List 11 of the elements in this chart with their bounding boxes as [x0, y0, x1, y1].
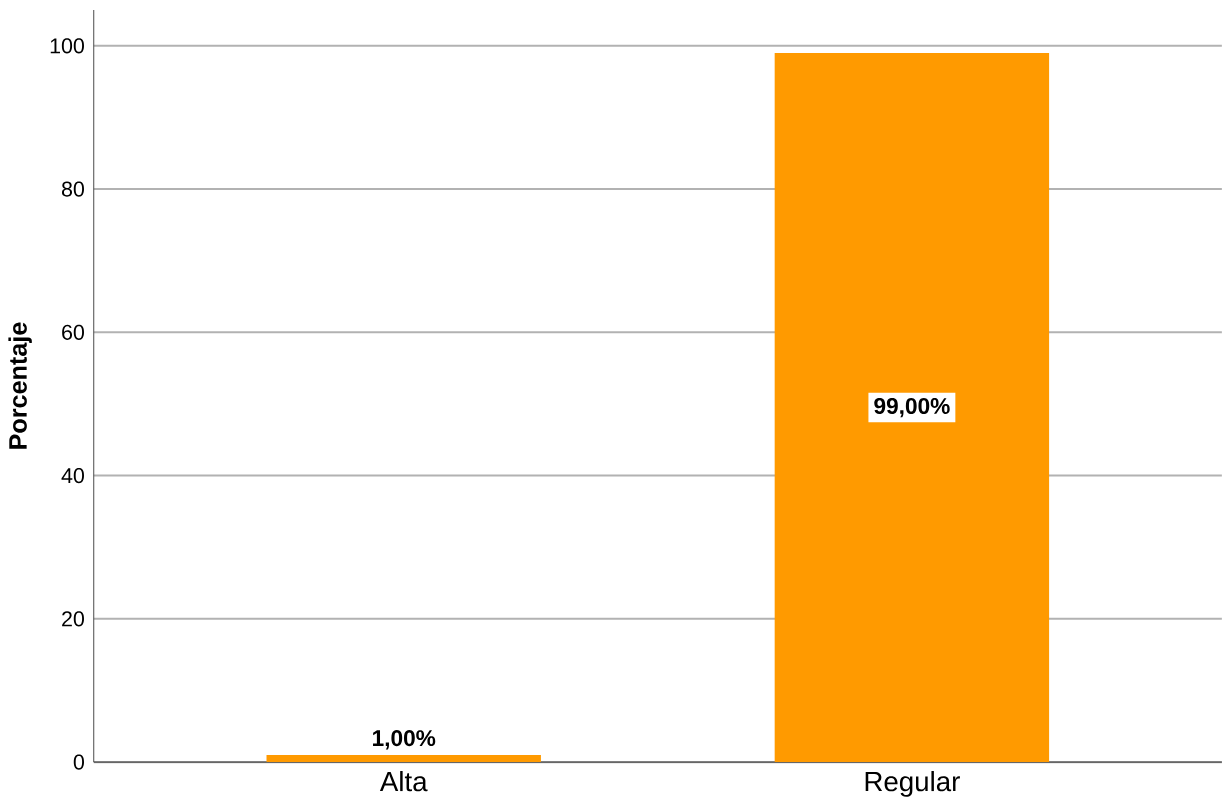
- y-tick-label: 0: [73, 754, 84, 770]
- y-tick-label: 80: [61, 181, 84, 197]
- data-label: 99,00%: [874, 397, 950, 418]
- y-axis-title: Porcentaje: [8, 322, 32, 449]
- x-tick-label: Regular: [865, 770, 960, 797]
- y-tick-label: 20: [62, 611, 84, 627]
- y-tick-label: 100: [50, 38, 84, 54]
- data-label: 1,00%: [373, 729, 436, 750]
- y-tick-label: 40: [61, 467, 84, 483]
- y-tick-label: 60: [62, 324, 84, 340]
- x-tick-label: Alta: [379, 770, 428, 792]
